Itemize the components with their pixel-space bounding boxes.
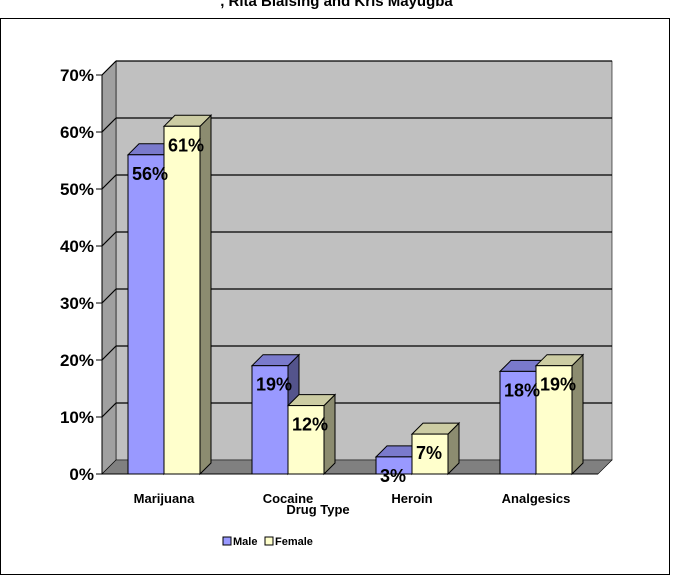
y-tick-label: 0% <box>69 465 94 484</box>
y-tick-label: 60% <box>60 123 94 142</box>
legend-swatch-male <box>222 536 232 546</box>
gridline-side <box>101 117 117 133</box>
bar-male-marijuana <box>127 154 165 475</box>
gridline-side <box>101 345 117 361</box>
x-tick-label: Analgesics <box>502 491 571 506</box>
gridline-side <box>101 231 117 247</box>
data-label: 3% <box>380 466 406 486</box>
y-tick-label: 20% <box>60 351 94 370</box>
bar-female-analgesics <box>535 365 573 475</box>
bar-female-cocaine <box>287 405 325 475</box>
bar-side <box>199 114 212 476</box>
legend-swatch-female <box>264 536 274 546</box>
gridline-side <box>101 288 117 304</box>
data-label: 19% <box>256 375 292 395</box>
x-tick-label: Cocaine <box>263 491 314 506</box>
chart-frame <box>0 18 670 575</box>
data-label: 61% <box>168 135 204 155</box>
legend-label-male: Male <box>233 536 257 548</box>
bar-male-cocaine <box>251 365 289 475</box>
gridline-side <box>101 60 117 76</box>
y-tick-label: 70% <box>60 66 94 85</box>
x-tick-label: Heroin <box>391 491 432 506</box>
data-label: 56% <box>132 164 168 184</box>
bar-female-heroin <box>411 433 449 475</box>
y-tick-label: 50% <box>60 180 94 199</box>
gridline-side <box>101 174 117 190</box>
legend-label-female: Female <box>275 536 313 548</box>
bar-side <box>571 353 584 476</box>
data-label: 7% <box>416 443 442 463</box>
gridline-side <box>101 402 117 418</box>
x-axis-title: Drug Type <box>286 502 349 517</box>
y-tick-label: 10% <box>60 408 94 427</box>
labels: 56%61%Marijuana19%12%Cocaine3%7%Heroin18… <box>132 135 576 506</box>
bar-female-marijuana <box>163 125 201 475</box>
data-label: 18% <box>504 380 540 400</box>
x-tick-label: Marijuana <box>134 491 195 506</box>
data-label: 12% <box>292 415 328 435</box>
y-tick-label: 40% <box>60 237 94 256</box>
legend: Male Female <box>222 536 313 548</box>
y-tick-label: 30% <box>60 294 94 313</box>
plot-side-wall <box>101 60 117 475</box>
data-label: 19% <box>540 375 576 395</box>
chart-title: , Rita Blaising and Kris Mayugba <box>220 0 453 10</box>
bars <box>126 114 585 476</box>
